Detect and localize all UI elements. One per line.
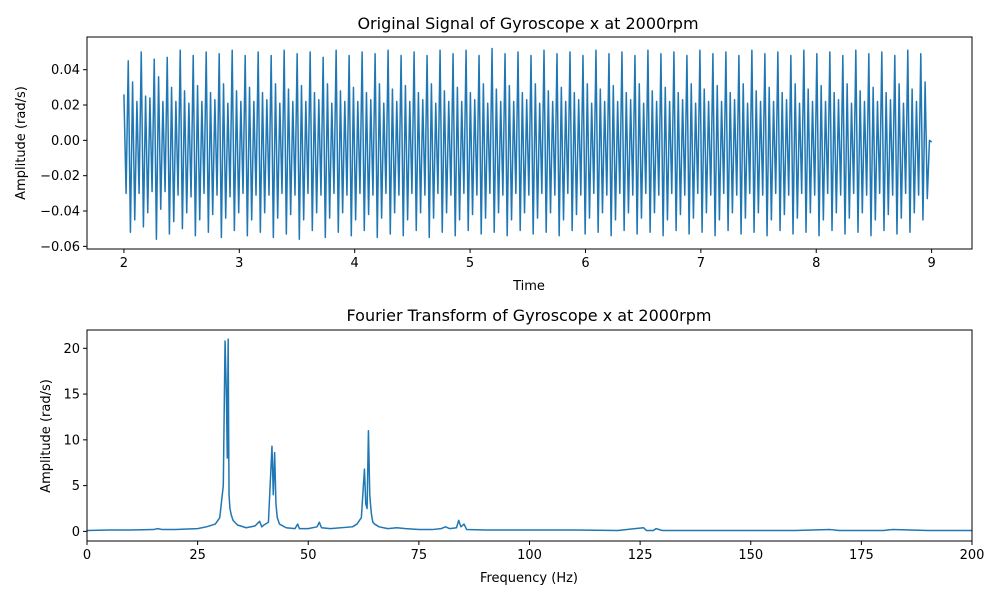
- fft-x-axis-label: Frequency (Hz): [480, 571, 578, 586]
- fft-y-axis-label: Amplitude (rad/s): [39, 379, 54, 493]
- fft-x-tick-label: 175: [849, 548, 874, 563]
- fft-y-tick-label: 0: [72, 525, 80, 540]
- signal-y-tick-label: 0.04: [51, 63, 80, 78]
- fft-y-tick-label: 15: [63, 388, 80, 403]
- signal-y-tick-label: 0.02: [51, 99, 80, 114]
- fft-y-tick-label: 20: [63, 342, 80, 357]
- fft-x-tick-label: 50: [300, 548, 317, 563]
- signal-y-axis-label: Amplitude (rad/s): [14, 86, 29, 200]
- signal-series-line: [123, 47, 933, 241]
- signal-x-tick-label: 2: [120, 256, 128, 271]
- signal-x-tick-label: 6: [581, 256, 589, 271]
- signal-y-tick-label: −0.04: [40, 205, 80, 220]
- fft-x-tick-label: 100: [517, 548, 542, 563]
- signal-x-tick-label: 5: [466, 256, 474, 271]
- signal-y-tick-label: −0.02: [40, 169, 80, 184]
- fft-y-tick-label: 5: [72, 479, 80, 494]
- fft-x-tick-label: 150: [738, 548, 763, 563]
- fft-y-tick-label: 10: [63, 433, 80, 448]
- signal-chart: Original Signal of Gyroscope x at 2000rp…: [14, 14, 973, 294]
- signal-x-tick-label: 3: [235, 256, 243, 271]
- signal-x-tick-label: 9: [927, 256, 935, 271]
- signal-x-tick-label: 4: [351, 256, 359, 271]
- fft-x-tick-label: 0: [83, 548, 91, 563]
- fft-x-axis: 0 25 50 75 100 125 150 175 200: [83, 541, 985, 563]
- fft-series-line: [86, 338, 972, 532]
- signal-x-tick-label: 8: [812, 256, 820, 271]
- fft-x-tick-label: 25: [189, 548, 206, 563]
- signal-plot-area: [123, 47, 933, 241]
- fft-chart-title: Fourier Transform of Gyroscope x at 2000…: [347, 306, 712, 325]
- signal-chart-title: Original Signal of Gyroscope x at 2000rp…: [357, 14, 698, 33]
- signal-axes-frame: [86, 36, 973, 250]
- fft-y-axis: 0 5 10 15 20: [63, 342, 87, 540]
- signal-y-tick-label: 0.00: [51, 134, 80, 149]
- signal-x-tick-label: 7: [697, 256, 705, 271]
- signal-y-axis: 0.04 0.02 0.00 −0.02 −0.04 −0.06: [40, 63, 87, 255]
- signal-x-axis: 2 3 4 5 6 7 8 9: [120, 249, 936, 271]
- fft-x-tick-label: 75: [411, 548, 428, 563]
- fft-chart: Fourier Transform of Gyroscope x at 2000…: [39, 306, 984, 586]
- fft-plot-area: [86, 338, 972, 532]
- signal-y-tick-label: −0.06: [40, 240, 80, 255]
- signal-x-axis-label: Time: [512, 279, 545, 294]
- fft-x-tick-label: 125: [628, 548, 653, 563]
- fft-x-tick-label: 200: [960, 548, 985, 563]
